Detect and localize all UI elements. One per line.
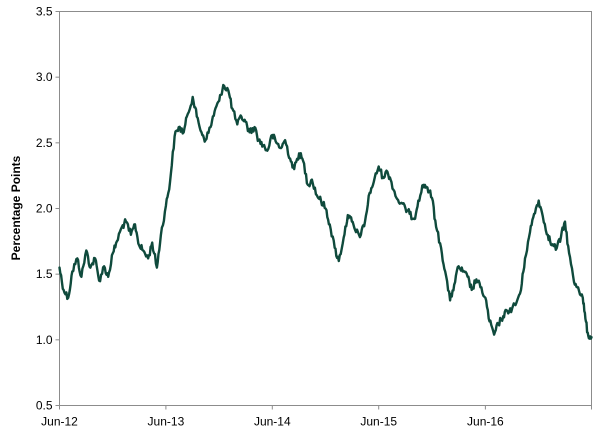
y-tick-label: 3.5 bbox=[36, 5, 53, 19]
y-tick-label: 3.0 bbox=[36, 70, 53, 84]
x-tick-label: Jun-15 bbox=[360, 415, 397, 429]
x-tick-label: Jun-16 bbox=[467, 415, 504, 429]
y-tick-label: 0.5 bbox=[36, 399, 53, 413]
y-tick-label: 2.5 bbox=[36, 136, 53, 150]
y-tick-label: 2.0 bbox=[36, 202, 53, 216]
y-axis-labels: 0.5 1.0 1.5 2.0 2.5 3.0 3.5 bbox=[36, 5, 53, 413]
series-line bbox=[58, 83, 593, 340]
y-axis-title: Percentage Points bbox=[9, 155, 23, 260]
y-tick-label: 1.5 bbox=[36, 267, 53, 281]
x-tick-label: Jun-13 bbox=[148, 415, 185, 429]
axis-ticks bbox=[55, 11, 592, 410]
series-group bbox=[58, 83, 593, 340]
x-tick-label: Jun-12 bbox=[41, 415, 78, 429]
x-axis-labels: Jun-12 Jun-13 Jun-14 Jun-15 Jun-16 bbox=[41, 415, 504, 429]
x-tick-label: Jun-14 bbox=[254, 415, 291, 429]
y-tick-label: 1.0 bbox=[36, 333, 53, 347]
